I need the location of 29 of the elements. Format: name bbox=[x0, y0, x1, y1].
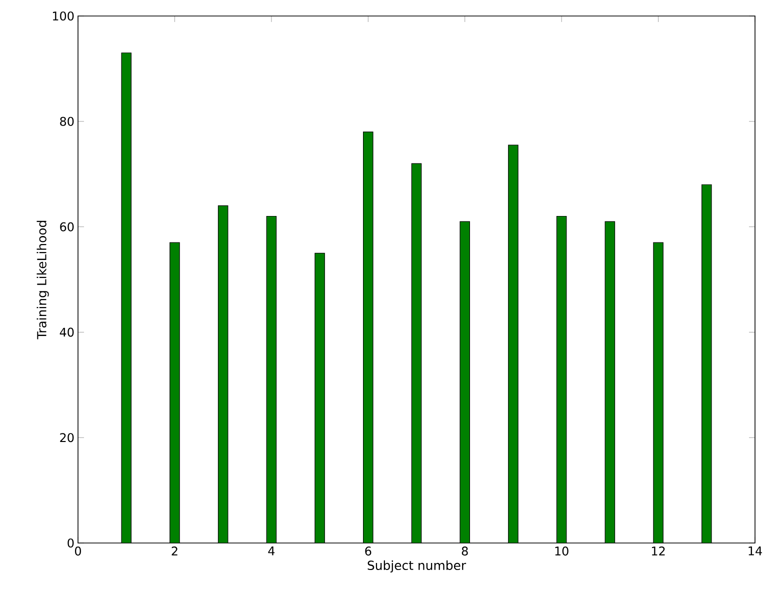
bar bbox=[653, 242, 664, 543]
x-tick-label: 0 bbox=[74, 546, 82, 556]
bar bbox=[411, 163, 422, 543]
y-tick-label: 20 bbox=[60, 433, 74, 442]
bar bbox=[170, 242, 180, 543]
y-tick-label: 40 bbox=[60, 328, 74, 337]
bar bbox=[508, 144, 518, 543]
x-tick-label: 10 bbox=[555, 546, 568, 556]
y-tick-label: 100 bbox=[52, 11, 74, 21]
bar bbox=[218, 205, 228, 543]
x-tick-label: 2 bbox=[172, 546, 178, 556]
x-axis-title: Subject number bbox=[368, 560, 466, 572]
x-tick-label: 6 bbox=[365, 546, 372, 556]
y-axis-title: Training LikeLihood bbox=[36, 220, 49, 340]
bar bbox=[121, 52, 132, 543]
bar bbox=[460, 221, 470, 543]
bar bbox=[266, 216, 277, 543]
x-tick-label: 8 bbox=[462, 546, 468, 556]
bar bbox=[604, 221, 616, 543]
x-tick-label: 4 bbox=[268, 546, 275, 556]
y-tick-label: 80 bbox=[60, 116, 74, 126]
y-tick-label: 60 bbox=[60, 222, 74, 232]
y-tick-label: 0 bbox=[68, 538, 74, 548]
x-tick-label: 12 bbox=[652, 546, 665, 556]
bar bbox=[702, 184, 712, 543]
x-tick-label: 14 bbox=[748, 546, 762, 556]
bar bbox=[556, 216, 567, 543]
bar bbox=[363, 132, 374, 543]
bar bbox=[314, 252, 325, 543]
